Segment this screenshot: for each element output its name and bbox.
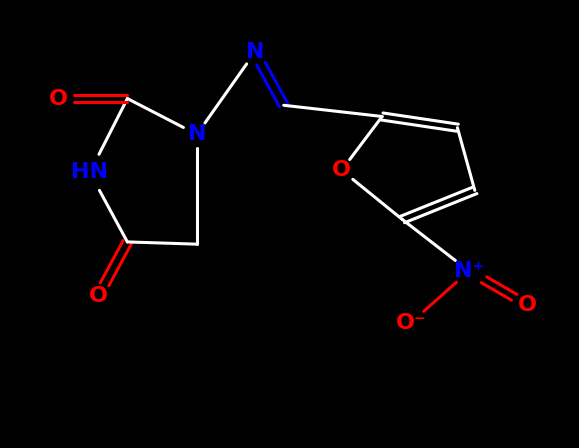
Text: O: O — [89, 286, 108, 306]
Text: O⁻: O⁻ — [395, 313, 427, 332]
Text: N⁺: N⁺ — [454, 261, 484, 281]
Text: O: O — [518, 295, 536, 314]
Text: N: N — [188, 125, 206, 144]
Text: N: N — [245, 43, 264, 62]
Text: O: O — [49, 89, 67, 108]
Text: O: O — [332, 160, 351, 180]
Text: HN: HN — [71, 163, 108, 182]
